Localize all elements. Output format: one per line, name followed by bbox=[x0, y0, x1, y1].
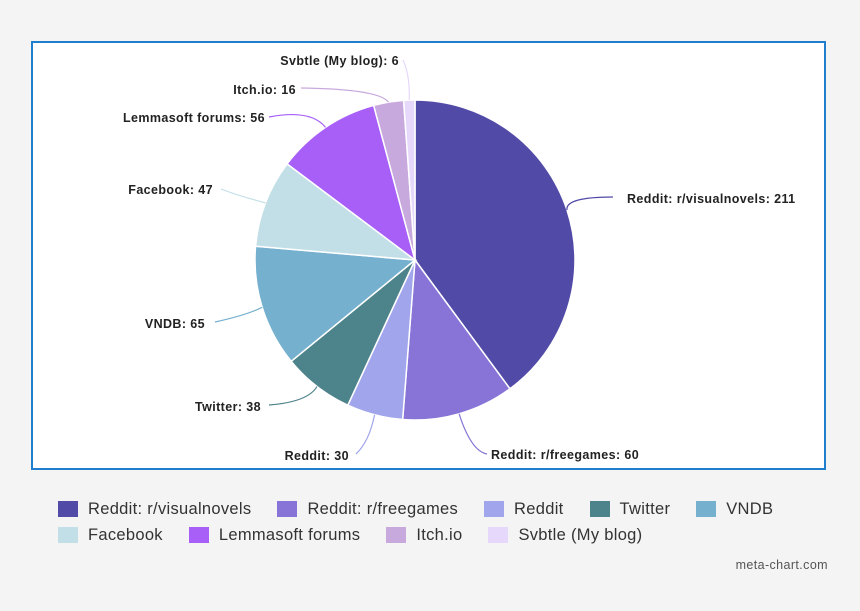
pie-chart: Reddit: r/visualnovels: 211 Reddit: r/fre… bbox=[123, 54, 796, 463]
pie-slice-reddit-r-freegames[interactable] bbox=[401, 257, 512, 421]
slice-callout-label: Twitter: 38 bbox=[195, 400, 261, 414]
callout-line bbox=[300, 87, 389, 103]
pie-slice-vndb[interactable] bbox=[254, 245, 417, 363]
legend-label: Reddit: r/freegames bbox=[307, 499, 459, 518]
callout-line bbox=[220, 188, 266, 204]
callout-line bbox=[268, 386, 318, 406]
legend-item[interactable]: Lemmasoft forums bbox=[188, 525, 361, 545]
callout-line bbox=[458, 413, 488, 455]
legend-item[interactable]: Itch.io bbox=[386, 526, 462, 545]
pie-slice-facebook[interactable] bbox=[254, 162, 418, 261]
legend-swatch bbox=[277, 501, 298, 517]
legend-swatch bbox=[58, 527, 78, 543]
legend-swatch bbox=[589, 501, 610, 517]
callout-line bbox=[268, 114, 326, 128]
pie-slice-lemmasoft-forums[interactable] bbox=[286, 104, 417, 262]
legend-item[interactable]: Svbtle (My blog) bbox=[488, 526, 642, 545]
legend-swatch bbox=[386, 527, 407, 543]
legend-item[interactable]: Facebook bbox=[58, 526, 163, 545]
legend-swatch bbox=[58, 501, 78, 517]
legend-label: Itch.io bbox=[416, 525, 463, 544]
legend-item[interactable]: Reddit: r/freegames bbox=[277, 500, 458, 519]
legend-label: Lemmasoft forums bbox=[218, 525, 361, 544]
legend-swatch bbox=[488, 527, 509, 543]
credit-link[interactable]: meta-chart.com bbox=[735, 558, 828, 572]
slice-callout-label: Facebook: 47 bbox=[128, 183, 213, 197]
legend-label: Twitter bbox=[619, 499, 671, 518]
legend: Reddit: r/visualnovels Reddit: r/freegam… bbox=[58, 496, 838, 548]
legend-label: Reddit bbox=[514, 499, 564, 518]
legend-row-2: Facebook Lemmasoft forums Itch.io Svbtle… bbox=[58, 522, 838, 548]
slice-callout-label: Svbtle (My blog): 6 bbox=[280, 54, 399, 68]
legend-swatch bbox=[696, 501, 717, 517]
legend-item[interactable]: Reddit bbox=[484, 500, 564, 519]
slice-callout-label: Reddit: 30 bbox=[285, 449, 349, 463]
pie-slice-reddit-r-visualnovels[interactable] bbox=[414, 99, 576, 390]
legend-swatch bbox=[484, 501, 505, 517]
pie-slices bbox=[254, 99, 576, 421]
slice-callout-label: VNDB: 65 bbox=[145, 317, 205, 331]
legend-item[interactable]: VNDB bbox=[696, 500, 773, 519]
chart-frame: Reddit: r/visualnovels: 211 Reddit: r/fre… bbox=[31, 41, 826, 470]
callout-line bbox=[566, 196, 614, 211]
slice-callout-label: Itch.io: 16 bbox=[233, 83, 296, 97]
pie-slice-svbtle-my-blog[interactable] bbox=[402, 99, 416, 261]
legend-swatch bbox=[188, 527, 209, 543]
pie-labels: Reddit: r/visualnovels: 211 Reddit: r/fre… bbox=[123, 54, 796, 463]
slice-callout-label: Reddit: r/freegames: 60 bbox=[491, 448, 639, 462]
legend-label: Svbtle (My blog) bbox=[518, 525, 643, 544]
slice-callout-label: Lemmasoft forums: 56 bbox=[123, 111, 265, 125]
legend-item[interactable]: Twitter bbox=[589, 499, 671, 519]
callout-line bbox=[402, 59, 410, 101]
callout-line bbox=[355, 414, 376, 455]
legend-label: Facebook bbox=[88, 525, 163, 544]
legend-label: VNDB bbox=[726, 499, 774, 518]
legend-row-1: Reddit: r/visualnovels Reddit: r/freegam… bbox=[58, 496, 838, 522]
callout-line bbox=[214, 306, 263, 323]
legend-item[interactable]: Reddit: r/visualnovels bbox=[58, 500, 251, 519]
legend-label: Reddit: r/visualnovels bbox=[88, 499, 252, 518]
slice-callout-label: Reddit: r/visualnovels: 211 bbox=[627, 192, 796, 206]
